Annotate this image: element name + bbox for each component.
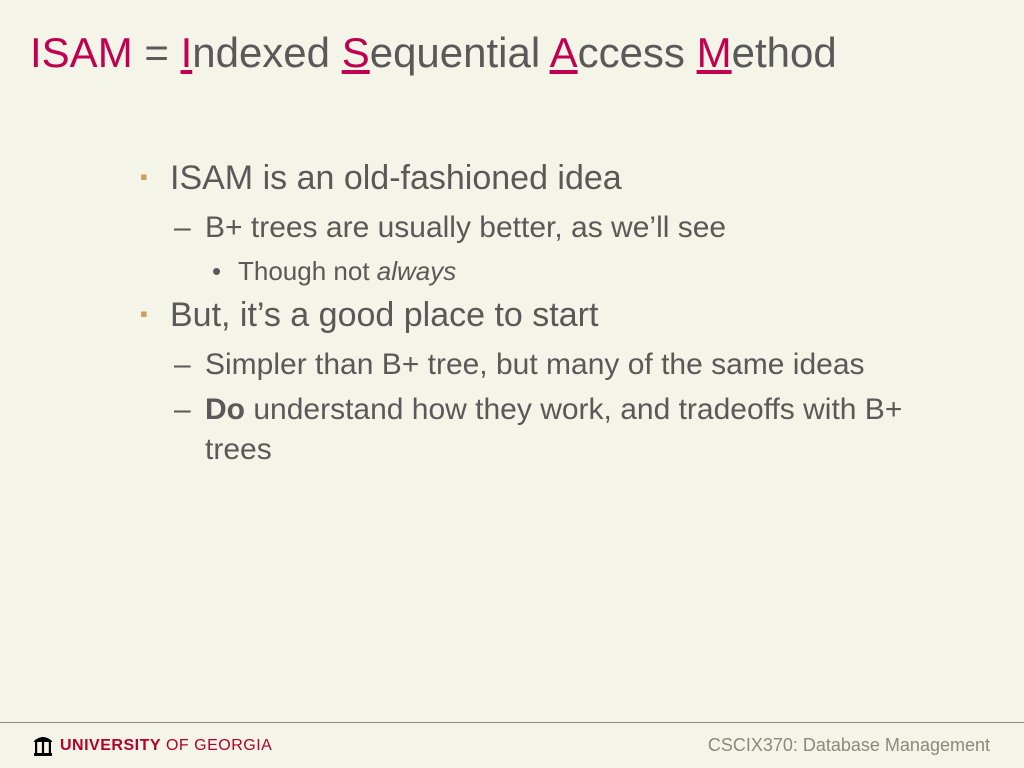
- bullet-lvl2: B+ trees are usually better, as we’ll se…: [140, 208, 934, 249]
- uga-logo-block: UNIVERSITY OF GEORGIA: [34, 736, 272, 756]
- text-run: But, it’s a good place to start: [170, 296, 598, 334]
- text-run: Do: [205, 393, 245, 426]
- uga-university: UNIVERSITY: [60, 737, 161, 754]
- title-rest: ndexed: [192, 29, 341, 76]
- title-initial: S: [342, 29, 370, 76]
- text-run: always: [377, 256, 456, 286]
- title-initial: M: [697, 29, 732, 76]
- slide-footer: UNIVERSITY OF GEORGIA CSCIX370: Database…: [0, 722, 1024, 768]
- slide: ISAM = Indexed Sequential Access Method …: [0, 0, 1024, 768]
- title-rest: ccess: [578, 29, 697, 76]
- uga-arch-icon: [34, 736, 52, 756]
- title-expansion: Indexed Sequential Access Method: [181, 29, 837, 76]
- bullet-lvl2: Simpler than B+ tree, but many of the sa…: [140, 345, 934, 386]
- footer-inner: UNIVERSITY OF GEORGIA CSCIX370: Database…: [0, 723, 1024, 768]
- title-initial: I: [181, 29, 193, 76]
- uga-of: OF: [161, 737, 194, 754]
- title-acronym: ISAM: [30, 29, 133, 76]
- text-run: understand how they work, and tradeoffs …: [205, 393, 902, 467]
- bullet-lvl2: Do understand how they work, and tradeof…: [140, 390, 934, 471]
- text-run: ISAM is an old-fashioned idea: [170, 159, 622, 197]
- text-run: Simpler than B+ tree, but many of the sa…: [205, 348, 865, 381]
- title-rest: equential: [370, 29, 550, 76]
- slide-body: ISAM is an old-fashioned idea B+ trees ar…: [30, 156, 994, 470]
- bullet-lvl1: ISAM is an old-fashioned idea: [140, 156, 934, 202]
- title-rest: ethod: [732, 29, 837, 76]
- text-run: Though not: [238, 256, 377, 286]
- uga-georgia: GEORGIA: [194, 737, 272, 754]
- uga-wordmark: UNIVERSITY OF GEORGIA: [60, 737, 272, 755]
- title-initial: A: [550, 29, 578, 76]
- text-run: B+ trees are usually better, as we’ll se…: [205, 211, 726, 244]
- course-label: CSCIX370: Database Management: [708, 735, 990, 756]
- bullet-lvl3: Though not always: [140, 253, 934, 289]
- slide-title: ISAM = Indexed Sequential Access Method: [30, 28, 994, 78]
- bullet-lvl1: But, it’s a good place to start: [140, 293, 934, 339]
- title-equals: =: [133, 29, 181, 76]
